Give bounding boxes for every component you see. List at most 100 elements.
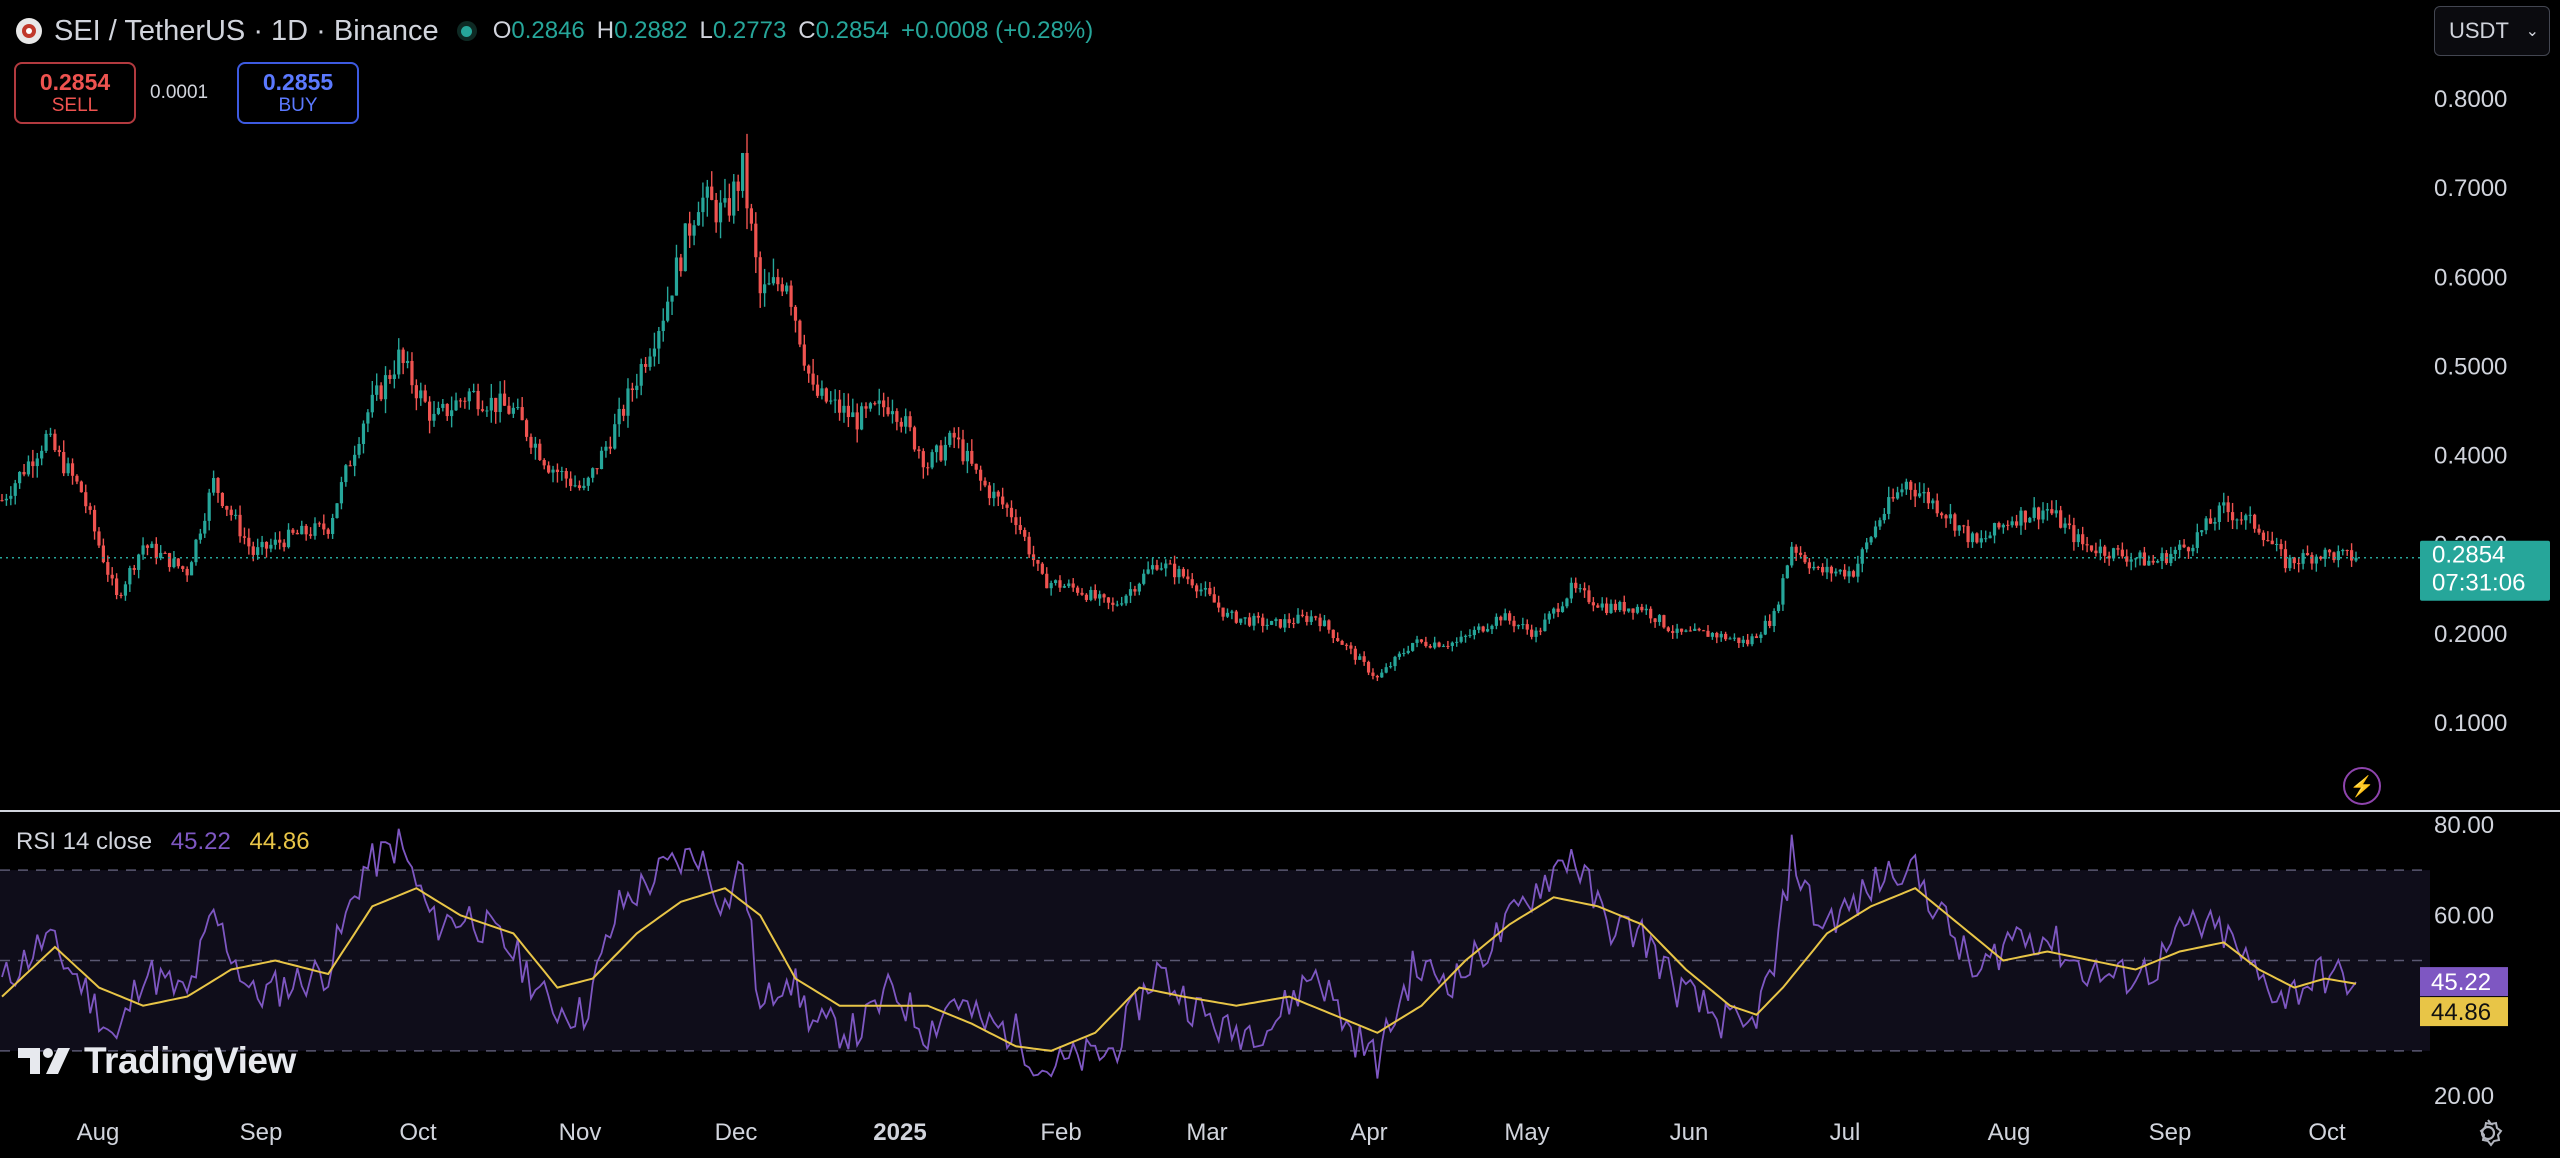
candle-body <box>776 277 780 285</box>
candle-body <box>1027 536 1031 555</box>
candle-body <box>1710 632 1714 637</box>
candle-body <box>1128 589 1133 596</box>
candle-body <box>1203 588 1208 590</box>
candle-body <box>2169 553 2173 564</box>
candle-body <box>1776 604 1781 611</box>
candle-body <box>2270 540 2274 545</box>
candle-body <box>987 485 992 499</box>
candle-body <box>2217 505 2221 523</box>
candle-body <box>798 320 802 345</box>
candle-body <box>304 525 308 535</box>
candle-body <box>1895 492 1900 499</box>
candle-body <box>529 436 533 448</box>
candle-body <box>1124 595 1128 604</box>
candle-body <box>635 385 639 391</box>
candle-body <box>260 541 264 548</box>
candle-body <box>727 198 731 216</box>
candle-body <box>432 413 436 421</box>
candle-body <box>732 181 736 216</box>
candle-body <box>1909 481 1913 490</box>
candle-body <box>934 445 939 453</box>
candle-body <box>2191 547 2195 552</box>
sell-button[interactable]: 0.2854 SELL <box>14 62 136 124</box>
candle-body <box>749 208 754 224</box>
candle-body <box>1040 563 1044 574</box>
candle-body <box>2094 550 2098 554</box>
candle-body <box>1441 645 1446 647</box>
candle-body <box>1450 642 1454 646</box>
buy-button[interactable]: 0.2855 BUY <box>237 62 359 124</box>
rsi-line <box>1 828 2357 1079</box>
price-badge-countdown: 07:31:06 <box>2432 570 2525 597</box>
candle-body <box>1772 610 1776 626</box>
candle-body <box>2151 560 2155 563</box>
candle-body <box>357 443 361 455</box>
candle-body <box>908 416 912 428</box>
candle-body <box>1600 603 1604 608</box>
candle-body <box>926 467 930 469</box>
candle-body <box>1688 630 1692 632</box>
candle-body <box>1697 628 1701 631</box>
candle-body <box>1873 526 1878 538</box>
candle-body <box>1591 602 1595 606</box>
candle-body <box>1856 563 1860 577</box>
lightning-icon[interactable]: ⚡ <box>2343 767 2381 805</box>
candle-body <box>754 223 758 258</box>
candle-body <box>1459 636 1463 642</box>
candle-body <box>1230 611 1234 613</box>
candle-body <box>2248 514 2252 516</box>
candle-body <box>1142 573 1146 584</box>
candle-body <box>79 481 83 493</box>
candle-body <box>895 411 899 422</box>
candle-body <box>1221 607 1225 617</box>
candle-body <box>1062 586 1066 588</box>
candle-body <box>2178 544 2182 550</box>
candle-body <box>1146 569 1150 574</box>
candle-body <box>1261 617 1265 626</box>
currency-select[interactable]: USDT ⌄ <box>2434 6 2550 56</box>
candle-body <box>1120 603 1124 605</box>
candle-body <box>251 546 255 555</box>
tradingview-logo[interactable]: TradingView <box>18 1040 296 1082</box>
candle-body <box>1516 625 1521 627</box>
candle-body <box>873 403 877 405</box>
candle-body <box>2292 557 2296 564</box>
price-tick-label: 0.7000 <box>2434 175 2507 202</box>
settings-gear-icon[interactable] <box>2472 1117 2504 1149</box>
candle-body <box>1397 653 1402 657</box>
candle-body <box>445 403 449 417</box>
candle-body <box>1521 624 1525 626</box>
candle-body <box>617 408 621 425</box>
candle-body <box>2244 515 2248 521</box>
rsi-legend[interactable]: RSI 14 close 45.22 44.86 <box>16 828 310 856</box>
candle-body <box>53 433 57 451</box>
rsi-label: RSI 14 close <box>16 828 153 855</box>
time-axis-label: Oct <box>2308 1119 2346 1146</box>
candle-body <box>1292 623 1296 625</box>
candle-body <box>1878 520 1882 527</box>
tradingview-logo-icon <box>18 1048 70 1074</box>
candle-body <box>1508 613 1512 621</box>
buy-label: BUY <box>278 95 318 116</box>
symbol-title[interactable]: SEI / TetherUS · 1D · Binance <box>54 14 439 47</box>
candle-body <box>383 375 388 400</box>
candle-body <box>652 348 657 357</box>
candle-body <box>269 544 273 549</box>
candle-body <box>961 439 965 462</box>
candle-body <box>1331 629 1335 639</box>
candle-body <box>2037 507 2041 520</box>
candle-body <box>555 469 560 472</box>
candle-body <box>802 344 806 366</box>
candle-body <box>1754 636 1759 638</box>
candle-body <box>1305 615 1309 622</box>
candle-body <box>1935 500 1939 514</box>
candle-body <box>2045 509 2050 511</box>
candle-body <box>2200 530 2204 533</box>
time-axis-label: Nov <box>559 1119 602 1146</box>
candle-body <box>877 400 881 404</box>
price-badge <box>2420 540 2550 601</box>
candle-body <box>1080 592 1084 595</box>
candle-body <box>1371 672 1375 676</box>
candle-body <box>2253 514 2257 529</box>
